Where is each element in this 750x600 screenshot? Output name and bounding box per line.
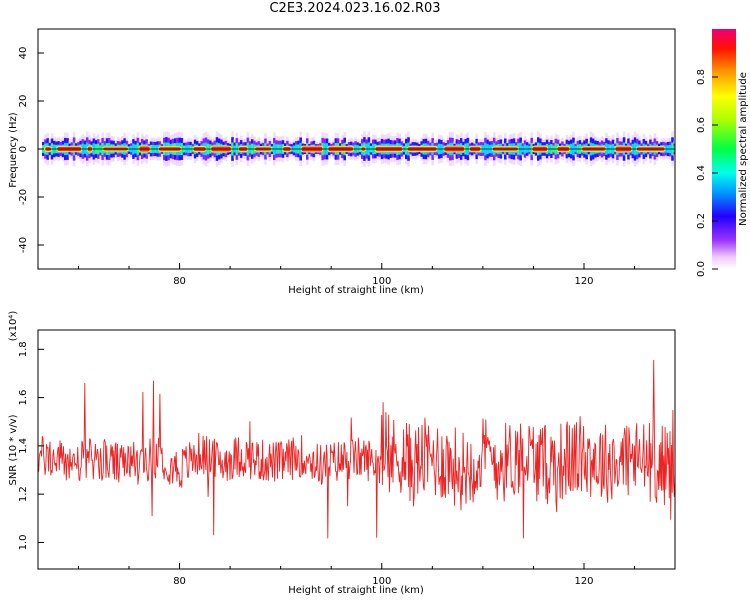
colorbar-label: Normalized spectral amplitude [738,72,749,226]
snr-xlabel: Height of straight line (km) [288,585,424,596]
snr-ytick-label: 1.8 [18,341,29,357]
page-title: C2E3.2024.023.16.02.R03 [269,1,441,16]
colorbar-tick-label: 0.4 [696,165,707,181]
colorbar-gradient-bar [712,29,736,269]
spectrogram-ylabel: Frequency (Hz) [8,112,19,188]
colorbar-ticks: 0.0 0.2 0.4 0.6 0.8 [696,69,718,277]
spectrogram-ytick-label: 20 [18,95,29,108]
snr-ylabel: SNR (10 * v/v) [8,414,19,485]
snr-xtick-label: 80 [173,576,186,587]
spectrogram-ytick-label: -40 [18,237,29,253]
spectrogram-band [42,131,675,167]
spectrogram-ytick-label: -20 [18,189,29,205]
snr-frame [37,329,676,570]
colorbar-tick-label: 0.8 [696,69,707,85]
colorbar: 0.0 0.2 0.4 0.6 0.8 Normalized spectral ampl… [696,29,749,277]
colorbar-tick-label: 0.6 [696,117,707,133]
spectrogram-panel: 80 100 120 -40 -20 0 20 40 Height of straight l… [8,28,676,296]
colorbar-tick-label: 0.0 [696,261,707,277]
snr-ytick-label: 1.0 [18,534,29,550]
spectrogram-ytick-label: 0 [18,146,29,152]
snr-yunit: (x10⁴) [8,311,19,342]
spectrogram-xtick-label: 100 [372,276,391,287]
spectrogram-xlabel: Height of straight line (km) [288,285,424,296]
snr-xtick-label: 120 [574,576,593,587]
spectrogram-ytick-label: 40 [18,47,29,60]
spectrogram-xtick-label: 120 [574,276,593,287]
snr-series-line [38,359,675,539]
spectrogram-xtick-label: 80 [173,276,186,287]
snr-panel: 80 100 120 1.0 1.2 1.4 1.6 1.8 Height of straig… [8,311,676,596]
snr-ytick-label: 1.4 [18,438,29,454]
snr-line [38,359,675,539]
colorbar-tick-label: 0.2 [696,213,707,229]
snr-ytick-label: 1.2 [18,486,29,502]
snr-xtick-label: 100 [372,576,391,587]
spectrogram-ticks: 80 100 120 -40 -20 0 20 40 [18,47,636,287]
snr-ticks: 80 100 120 1.0 1.2 1.4 1.6 1.8 [18,341,636,587]
snr-ytick-label: 1.6 [18,390,29,406]
